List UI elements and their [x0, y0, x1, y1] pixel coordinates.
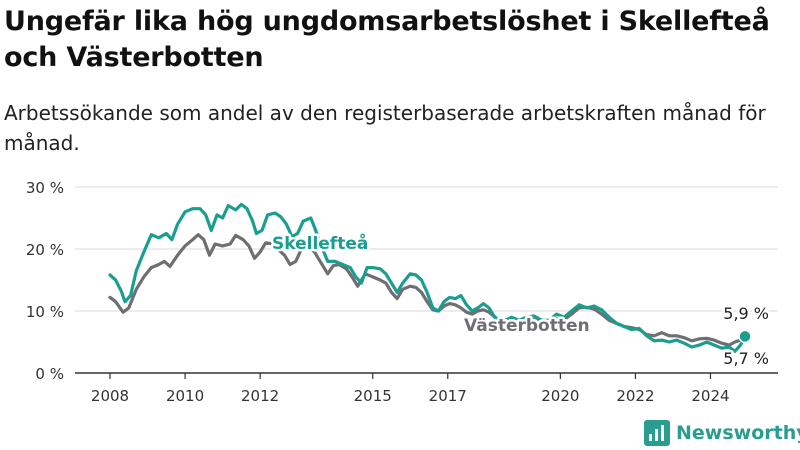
x-tick-label: 2012	[241, 387, 279, 405]
newsworthy-brand: Newsworthy	[644, 419, 800, 447]
brand-name: Newsworthy	[676, 422, 800, 444]
skelleftea-label: Skellefteå	[272, 232, 368, 254]
x-tick-label: 2010	[166, 387, 204, 405]
skelleftea-label-halo: Skellefteå	[272, 232, 368, 254]
y-tick-label: 20 %	[26, 241, 64, 259]
skelleftea-value-label-halo: 5,9 %	[723, 304, 769, 323]
chart-title: Ungefär lika hög ungdomsarbetslöshet i S…	[4, 6, 770, 73]
vasterbotten-value-label-halo: 5,7 %	[723, 349, 769, 368]
x-tick-label: 2022	[616, 387, 654, 405]
skelleftea-line	[108, 202, 747, 353]
vasterbotten-line	[108, 233, 747, 347]
vasterbotten-label: Västerbotten	[464, 316, 590, 336]
grid-lines	[75, 186, 778, 374]
y-tick-label: 30 %	[26, 179, 64, 197]
annotations: SkellefteåSkellefteåVästerbottenVästerbo…	[270, 230, 772, 371]
vasterbotten-value-label: 5,7 %	[723, 349, 769, 368]
x-tick-label: 2017	[429, 387, 467, 405]
series-lines	[108, 202, 752, 353]
x-tick-label: 2015	[354, 387, 392, 405]
x-tick-label: 2024	[691, 387, 729, 405]
y-axis-ticks: 0 % 10 % 20 % 30 %	[26, 179, 64, 383]
y-tick-label: 10 %	[26, 303, 64, 321]
x-tick-label: 2020	[541, 387, 579, 405]
chart-subtitle: Arbetssökande som andel av den registerb…	[4, 101, 766, 155]
newsworthy-logo-icon	[644, 420, 670, 446]
x-tick-label: 2008	[91, 387, 129, 405]
x-axis: 2008 2010 2012 2015 2017 2020 2022 2024	[91, 373, 730, 405]
vasterbotten-label-halo: Västerbotten	[464, 316, 590, 336]
skelleftea-value-label: 5,9 %	[723, 304, 769, 323]
y-tick-label: 0 %	[35, 365, 64, 383]
skelleftea-end-dot	[738, 329, 752, 344]
